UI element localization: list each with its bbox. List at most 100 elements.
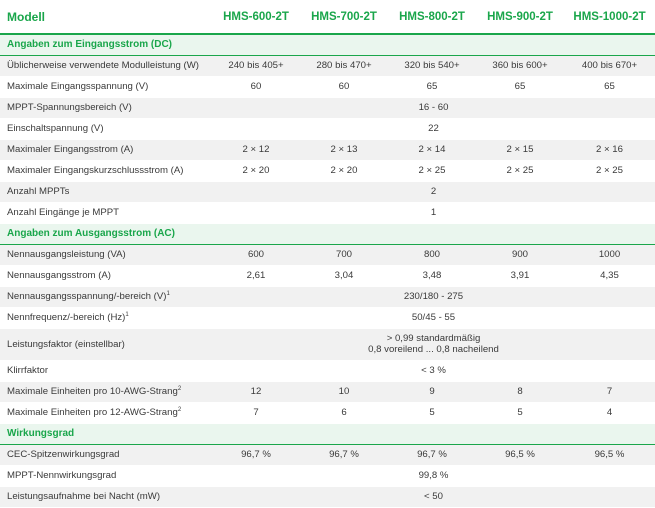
table-row: MPPT-Spannungsbereich (V) 16 - 60	[0, 97, 655, 119]
model-header-900: HMS-900-2T	[476, 0, 564, 35]
cell-value: 2 × 15	[476, 139, 564, 161]
row-label: Maximale Eingangsspannung (V)	[0, 76, 212, 98]
model-header-800: HMS-800-2T	[388, 0, 476, 35]
cell-value: 7	[212, 402, 300, 424]
row-label: Anzahl MPPTs	[0, 181, 212, 203]
cell-value: 2 × 25	[388, 160, 476, 182]
section-ac: Angaben zum Ausgangsstrom (AC)	[0, 222, 655, 245]
cell-value: 96,7 %	[212, 444, 300, 466]
model-header-1000: HMS-1000-2T	[564, 0, 655, 35]
cell-value: 2 × 12	[212, 139, 300, 161]
cell-value: 2,61	[212, 265, 300, 287]
table-row: Leistungsfaktor (einstellbar) > 0,99 sta…	[0, 328, 655, 361]
cell-value: 320 bis 540+	[388, 55, 476, 77]
row-label: Anzahl Eingänge je MPPT	[0, 202, 212, 224]
cell-value: 3,04	[300, 265, 388, 287]
cell-value: 60	[212, 76, 300, 98]
cell-value: 12	[212, 381, 300, 403]
row-label: Leistungsaufnahme bei Nacht (mW)	[0, 486, 212, 508]
footnote-marker: 1	[125, 311, 129, 318]
cell-value: 96,7 %	[300, 444, 388, 466]
model-header-label: Modell	[0, 0, 212, 35]
cell-value: 2 × 13	[300, 139, 388, 161]
row-label: MPPT-Nennwirkungsgrad	[0, 465, 212, 487]
table-row: Nennausgangsstrom (A) 2,61 3,04 3,48 3,9…	[0, 265, 655, 287]
cell-value: 65	[564, 76, 655, 98]
cell-value-merged: 22	[212, 118, 655, 140]
table-row: Anzahl Eingänge je MPPT 1	[0, 202, 655, 224]
cell-value-merged: > 0,99 standardmäßig 0,8 voreilend ... 0…	[212, 328, 655, 361]
cell-value: 5	[388, 402, 476, 424]
cell-value: 2 × 20	[212, 160, 300, 182]
row-label: Maximale Einheiten pro 12-AWG-Strang	[7, 407, 178, 418]
row-label-cell: Nennfrequenz/-bereich (Hz)1	[0, 307, 212, 329]
cell-value-merged: 50/45 - 55	[212, 307, 655, 329]
cell-value: 240 bis 405+	[212, 55, 300, 77]
table-row: Nennfrequenz/-bereich (Hz)1 50/45 - 55	[0, 307, 655, 329]
table-row: CEC-Spitzenwirkungsgrad 96,7 % 96,7 % 96…	[0, 444, 655, 466]
row-label: Nennausgangsspannung/-bereich (V)	[7, 291, 167, 302]
table-row: Üblicherweise verwendete Modulleistung (…	[0, 55, 655, 77]
cell-value-merged: 230/180 - 275	[212, 286, 655, 308]
cell-value-merged: 16 - 60	[212, 97, 655, 119]
row-label: Maximale Einheiten pro 10-AWG-Strang	[7, 386, 178, 397]
table-row: Maximaler Eingangskurzschlussstrom (A) 2…	[0, 160, 655, 182]
row-label: Nennfrequenz/-bereich (Hz)	[7, 312, 126, 323]
cell-value-merged: 99,8 %	[212, 465, 655, 487]
row-label: Nennausgangsleistung (VA)	[0, 244, 212, 266]
cell-value: 3,48	[388, 265, 476, 287]
table-row: Leistungsaufnahme bei Nacht (mW) < 50	[0, 486, 655, 508]
row-label: Nennausgangsstrom (A)	[0, 265, 212, 287]
cell-value: 96,5 %	[564, 444, 655, 466]
cell-value: 5	[476, 402, 564, 424]
section-efficiency: Wirkungsgrad	[0, 422, 655, 445]
cell-value: 4,35	[564, 265, 655, 287]
row-label: Klirrfaktor	[0, 360, 212, 382]
table-row: Klirrfaktor < 3 %	[0, 360, 655, 382]
section-title: Wirkungsgrad	[0, 422, 655, 445]
footnote-marker: 2	[177, 385, 182, 392]
table-row: Maximale Einheiten pro 10-AWG-Strang2 12…	[0, 381, 655, 403]
cell-value: 3,91	[476, 265, 564, 287]
section-dc: Angaben zum Eingangsstrom (DC)	[0, 33, 655, 56]
section-title: Angaben zum Ausgangsstrom (AC)	[0, 222, 655, 245]
row-label: Maximaler Eingangskurzschlussstrom (A)	[0, 160, 212, 182]
table-row: Maximale Eingangsspannung (V) 60 60 65 6…	[0, 76, 655, 98]
cell-value: 65	[388, 76, 476, 98]
row-label: Maximaler Eingangsstrom (A)	[0, 139, 212, 161]
section-title: Angaben zum Eingangsstrom (DC)	[0, 33, 655, 56]
row-label-cell: Nennausgangsspannung/-bereich (V)1	[0, 286, 212, 308]
table-row: Anzahl MPPTs 2	[0, 181, 655, 203]
table-row: Nennausgangsleistung (VA) 600 700 800 90…	[0, 244, 655, 266]
cell-value: 8	[476, 381, 564, 403]
cell-value: 400 bis 670+	[564, 55, 655, 77]
row-label: CEC-Spitzenwirkungsgrad	[0, 444, 212, 466]
cell-value: 2 × 14	[388, 139, 476, 161]
cell-value-merged: < 50	[212, 486, 655, 508]
power-factor-line-1: > 0,99 standardmäßig	[386, 333, 481, 344]
footnote-marker: 1	[166, 290, 170, 297]
cell-value: 2 × 25	[476, 160, 564, 182]
row-label-cell: Maximale Einheiten pro 10-AWG-Strang2	[0, 381, 212, 403]
footnote-marker: 2	[177, 406, 182, 413]
cell-value: 6	[300, 402, 388, 424]
cell-value: 65	[476, 76, 564, 98]
row-label: Einschaltspannung (V)	[0, 118, 212, 140]
cell-value: 9	[388, 381, 476, 403]
table-row: Maximale Einheiten pro 12-AWG-Strang2 7 …	[0, 402, 655, 424]
cell-value: 900	[476, 244, 564, 266]
row-label: Üblicherweise verwendete Modulleistung (…	[0, 55, 212, 77]
header-row: Modell HMS-600-2T HMS-700-2T HMS-800-2T …	[0, 0, 655, 35]
cell-value-merged: 2	[212, 181, 655, 203]
power-factor-line-2: 0,8 voreilend ... 0,8 nacheilend	[368, 344, 499, 355]
cell-value: 800	[388, 244, 476, 266]
row-label-cell: Maximale Einheiten pro 12-AWG-Strang2	[0, 402, 212, 424]
cell-value: 2 × 25	[564, 160, 655, 182]
table-row: Einschaltspannung (V) 22	[0, 118, 655, 140]
cell-value: 1000	[564, 244, 655, 266]
cell-value: 700	[300, 244, 388, 266]
row-label: Leistungsfaktor (einstellbar)	[0, 328, 212, 361]
table-row: Nennausgangsspannung/-bereich (V)1 230/1…	[0, 286, 655, 308]
cell-value-merged: < 3 %	[212, 360, 655, 382]
cell-value: 2 × 16	[564, 139, 655, 161]
